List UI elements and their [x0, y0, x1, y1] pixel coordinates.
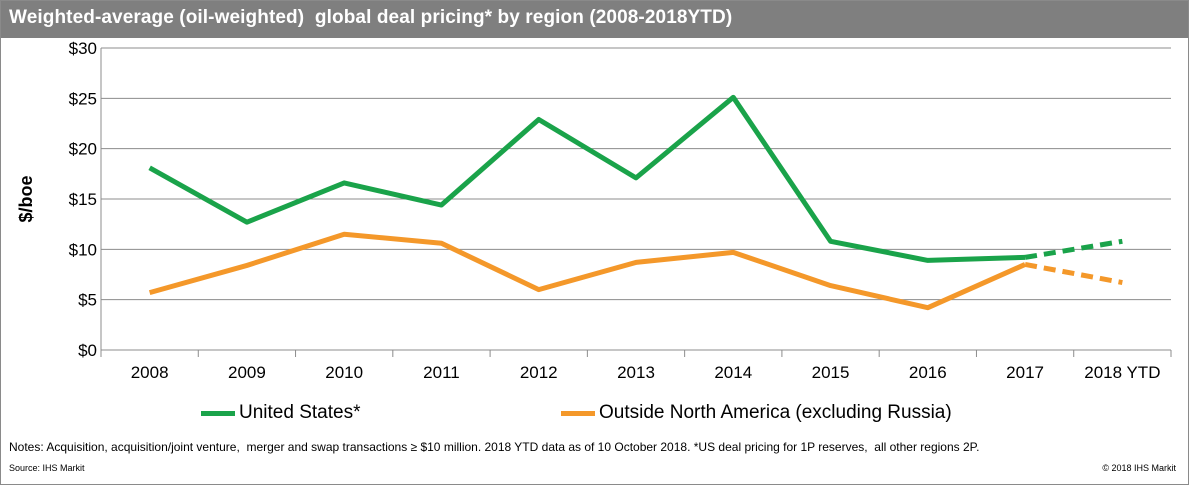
chart-copyright: © 2018 IHS Markit	[1102, 463, 1176, 473]
x-tick-label: 2017	[1006, 363, 1044, 382]
legend-label-outside-north-america: Outside North America (excluding Russia)	[599, 402, 952, 423]
series-line-outside-north-america	[148, 231, 1027, 311]
y-tick-label: $5	[78, 291, 97, 310]
x-tick-label: 2010	[325, 363, 363, 382]
legend-item-outside-north-america: Outside North America (excluding Russia)	[561, 401, 952, 425]
series-line-united-states	[148, 94, 1026, 263]
x-tick-label: 2016	[909, 363, 947, 382]
x-tick-label: 2012	[520, 363, 558, 382]
y-tick-label: $10	[69, 240, 97, 259]
x-tick-label: 2008	[131, 363, 169, 382]
series-dashed-segment-united-states	[1024, 238, 1123, 260]
line-chart: $0 $5 $10 $15 $20 $25 $30 2008 2009 2010 2011 2012 2…	[16, 39, 1172, 382]
chart-notes: Notes: Acquisition, acquisition/joint ve…	[9, 440, 980, 454]
legend-label-united-states: United States*	[239, 402, 361, 423]
x-tick-label: 2011	[423, 363, 460, 382]
x-tick-label: 2015	[812, 363, 850, 382]
x-tick-label: 2014	[714, 363, 752, 382]
chart-source: Source: IHS Markit	[9, 463, 85, 473]
x-tick-label: 2018 YTD	[1084, 363, 1160, 382]
x-tick-label: 2009	[228, 363, 266, 382]
legend-item-united-states: United States*	[201, 401, 360, 425]
legend-swatch-united-states	[201, 410, 235, 416]
title-bar: Weighted-average (oil-weighted) global d…	[1, 1, 1188, 38]
y-tick-label: $15	[69, 190, 97, 209]
legend-swatch-outside-north-america	[561, 410, 595, 416]
series-dashed-segment-outside-north-america	[1024, 261, 1123, 286]
y-tick-label: $20	[69, 140, 97, 159]
y-tick-label: $25	[69, 89, 97, 108]
y-tick-label: $0	[78, 341, 97, 360]
x-tick-label: 2013	[617, 363, 655, 382]
y-tick-label: $30	[69, 39, 97, 58]
chart-title: Weighted-average (oil-weighted) global d…	[9, 7, 733, 28]
y-axis-title: $/boe	[16, 175, 36, 222]
